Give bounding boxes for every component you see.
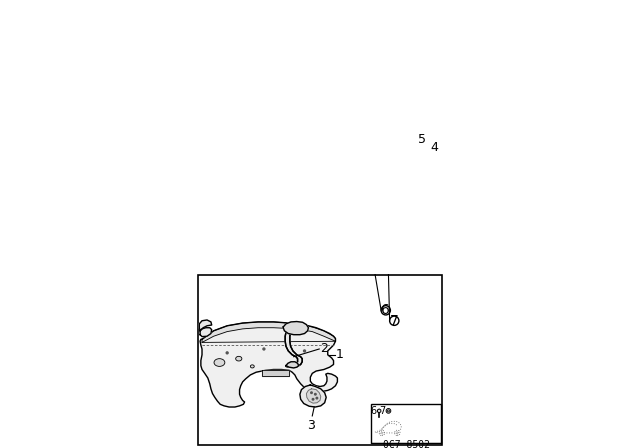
Ellipse shape [236,356,242,361]
Circle shape [381,432,383,434]
Text: 5: 5 [418,133,426,146]
Circle shape [303,350,305,352]
Polygon shape [340,144,428,218]
Ellipse shape [214,359,225,366]
Circle shape [395,430,400,435]
Circle shape [386,409,391,413]
Polygon shape [262,370,289,376]
Text: 6: 6 [381,303,390,317]
Text: 2: 2 [320,342,328,355]
Polygon shape [200,328,212,336]
Circle shape [316,397,317,399]
Circle shape [312,399,314,400]
Polygon shape [307,389,321,403]
Text: 0C7 8502: 0C7 8502 [383,440,429,448]
Polygon shape [284,322,308,335]
Polygon shape [199,320,212,331]
Text: 6: 6 [371,406,376,416]
Polygon shape [286,362,299,368]
Text: 3: 3 [307,418,315,431]
Text: 1: 1 [335,348,343,361]
Text: 7: 7 [380,406,386,416]
Bar [371,404,442,443]
Circle shape [310,392,312,393]
Text: 7: 7 [390,314,399,328]
Circle shape [379,430,385,435]
Polygon shape [336,139,428,217]
Circle shape [387,410,389,412]
Polygon shape [200,322,337,407]
Polygon shape [300,385,326,407]
Ellipse shape [250,365,254,368]
Circle shape [381,306,390,315]
Text: 4: 4 [431,141,438,154]
Polygon shape [379,127,443,166]
Polygon shape [332,135,427,216]
Circle shape [315,393,316,395]
Polygon shape [332,181,359,218]
Circle shape [396,432,399,434]
Circle shape [390,316,399,325]
Circle shape [263,348,265,350]
Polygon shape [285,330,302,367]
Polygon shape [202,322,335,342]
Circle shape [226,352,228,354]
